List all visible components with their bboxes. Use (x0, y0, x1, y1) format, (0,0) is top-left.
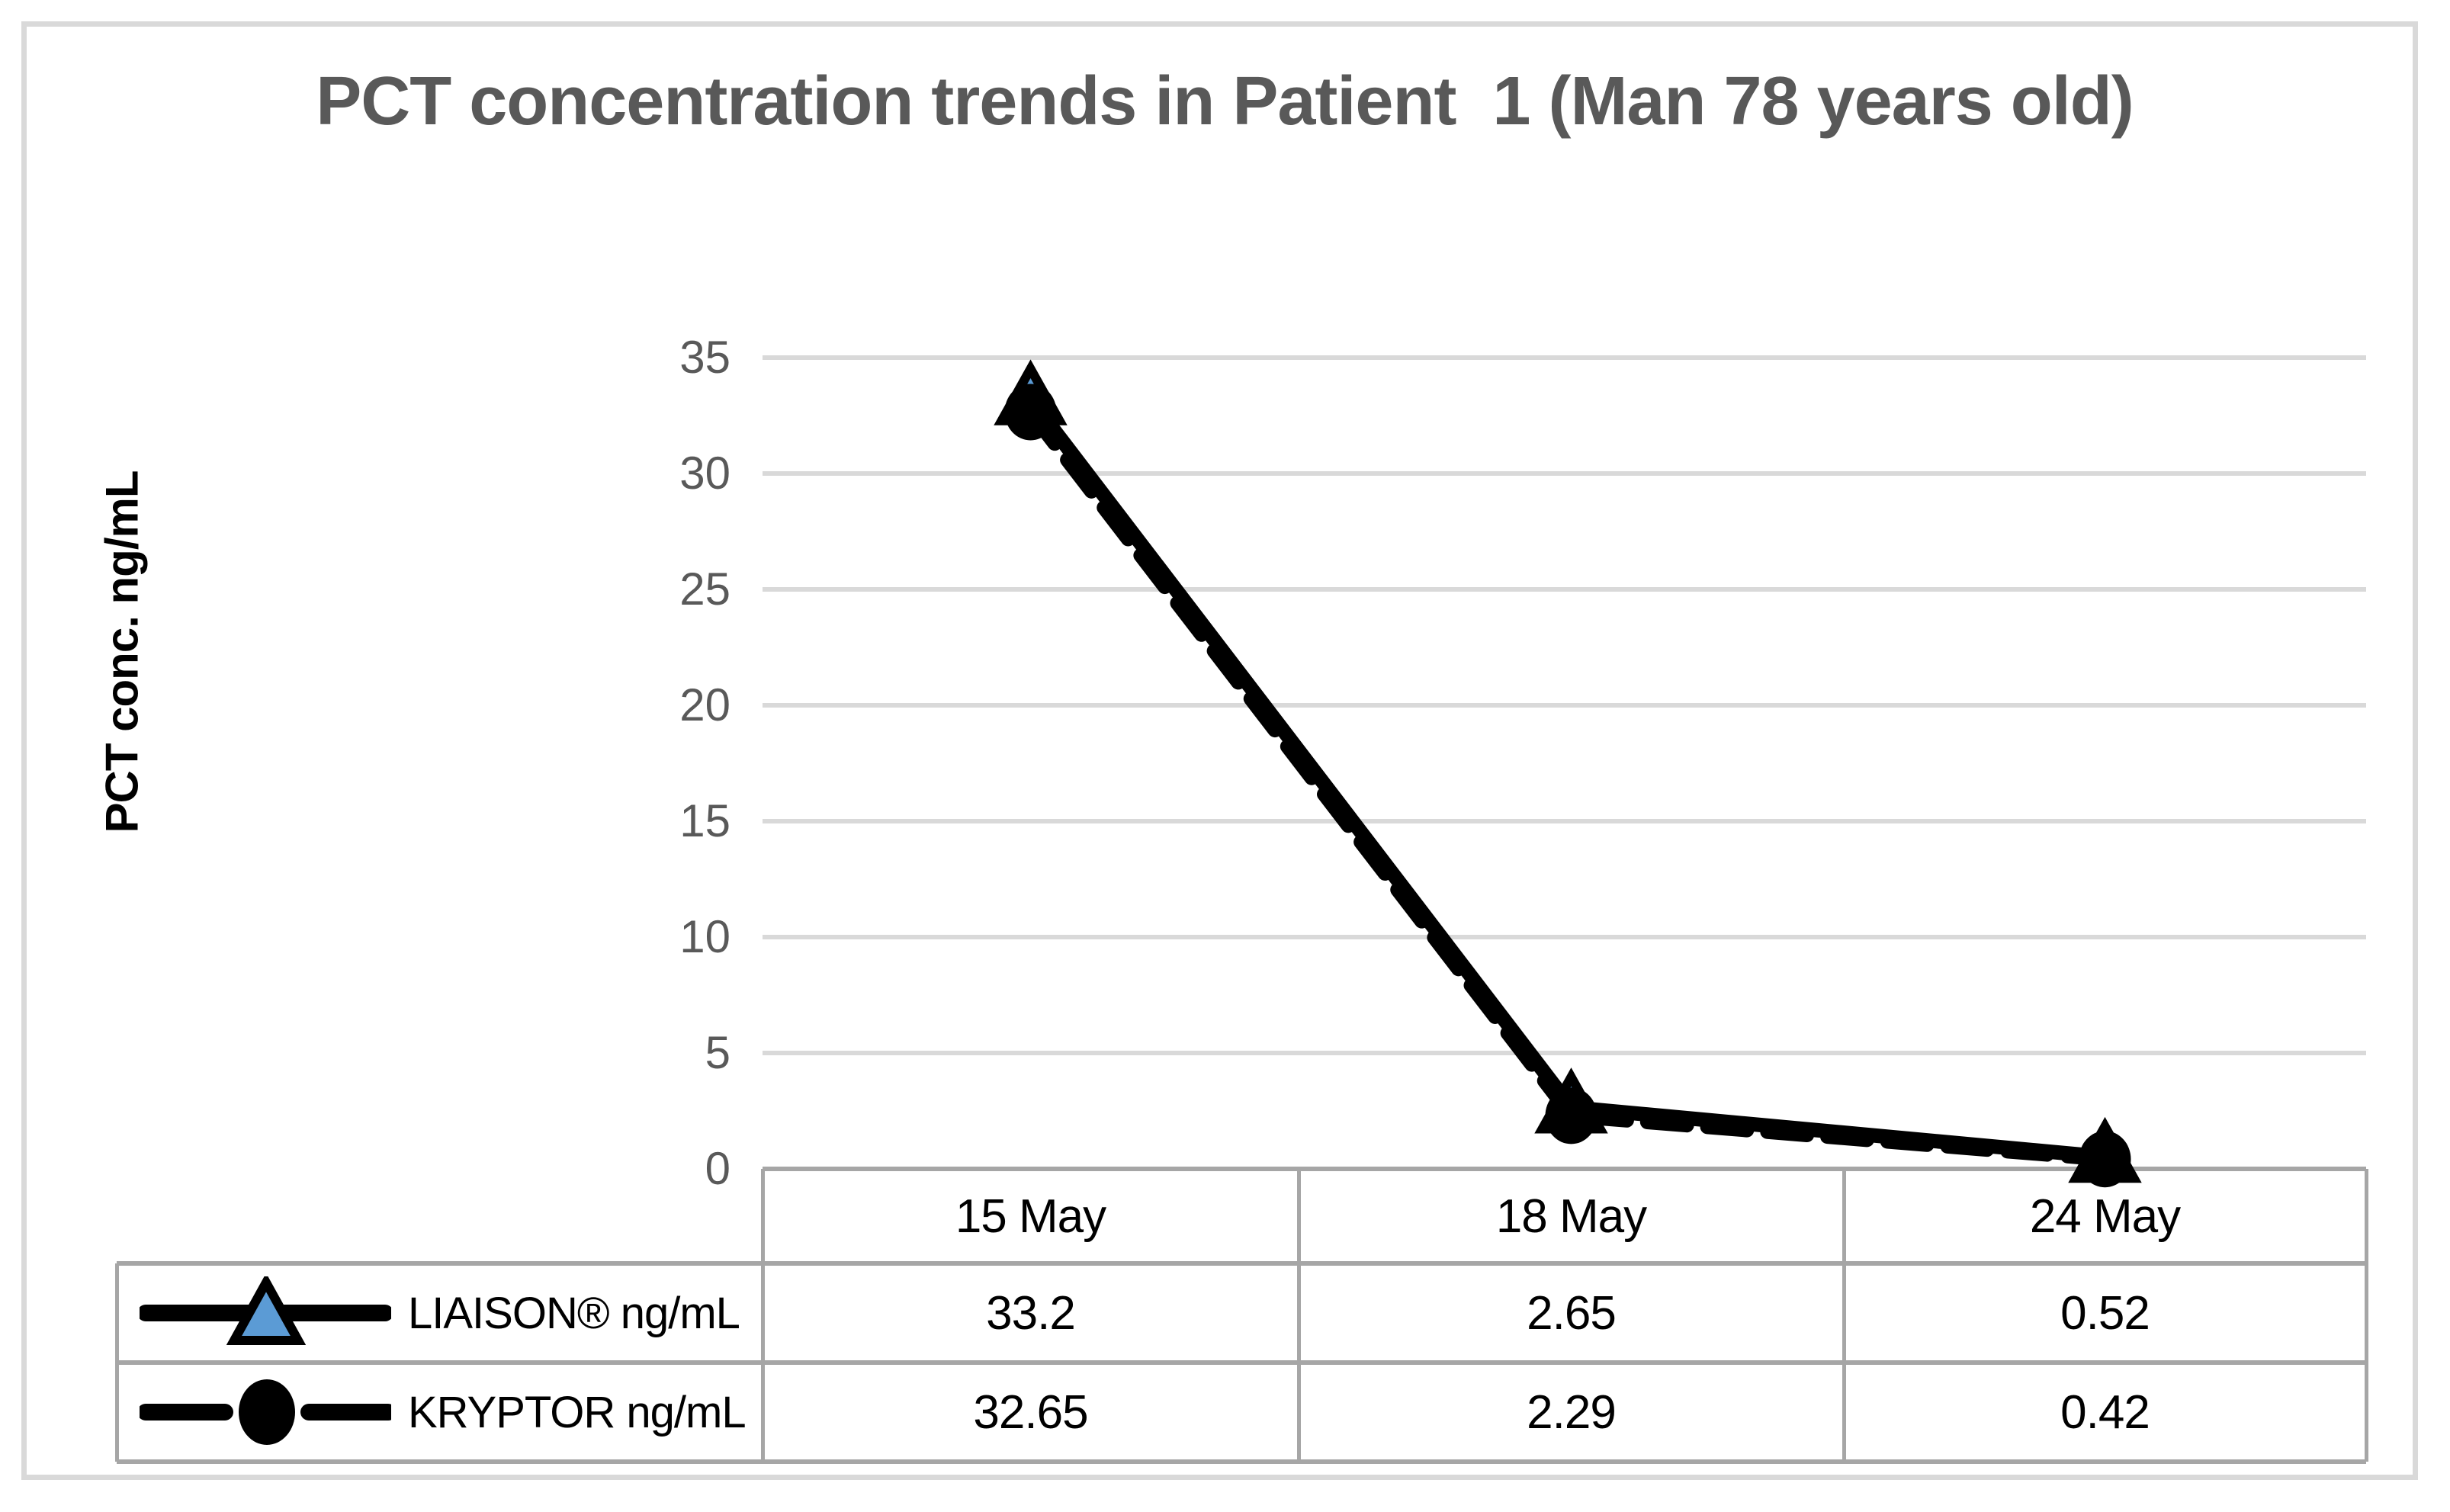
legend-item-kryptor: KRYPTOR ng/mL (117, 1363, 763, 1462)
liaison-solid-triangle-legend-icon (140, 1276, 391, 1345)
legend-label: LIAISON® ng/mL (408, 1288, 740, 1338)
table-value-cell: 32.65 (973, 1385, 1088, 1439)
y-tick-label: 35 (679, 332, 731, 383)
y-tick-label: 30 (679, 448, 731, 499)
table-border (115, 1263, 119, 1462)
table-border (2365, 1169, 2368, 1462)
y-tick-label: 15 (679, 795, 731, 846)
circle-marker-icon (239, 1379, 295, 1445)
table-value-cell: 0.52 (2060, 1286, 2150, 1340)
y-tick-label: 5 (705, 1027, 731, 1078)
legend-item-liaison: LIAISON® ng/mL (117, 1263, 763, 1363)
table-value-cell: 0.42 (2060, 1385, 2150, 1439)
table-border (117, 1261, 2366, 1266)
y-tick-label: 25 (679, 563, 731, 615)
y-tick-label: 20 (679, 679, 731, 730)
table-border (1842, 1169, 1846, 1462)
table-border (117, 1360, 2366, 1365)
table-border (1297, 1169, 1301, 1462)
table-header-cell: 24 May (2029, 1189, 2181, 1243)
table-border (761, 1169, 765, 1462)
table-border (763, 1167, 2366, 1171)
triangle-marker-icon (226, 1276, 307, 1345)
y-tick-label: 0 (705, 1143, 731, 1194)
kryptor-dashed-circle-legend-icon (140, 1379, 391, 1445)
table-value-cell: 2.65 (1527, 1286, 1617, 1340)
table-header-cell: 18 May (1495, 1189, 1647, 1243)
table-header-cell: 15 May (955, 1189, 1106, 1243)
table-value-cell: 2.29 (1527, 1385, 1617, 1439)
table-border (117, 1459, 2366, 1464)
y-tick-label: 10 (679, 911, 731, 962)
table-value-cell: 33.2 (986, 1286, 1076, 1340)
chart-title: PCT concentration trends in Patient 1 (M… (316, 63, 2134, 140)
y-axis-title: PCT conc. ng/mL (96, 470, 148, 833)
legend-label: KRYPTOR ng/mL (408, 1387, 747, 1437)
